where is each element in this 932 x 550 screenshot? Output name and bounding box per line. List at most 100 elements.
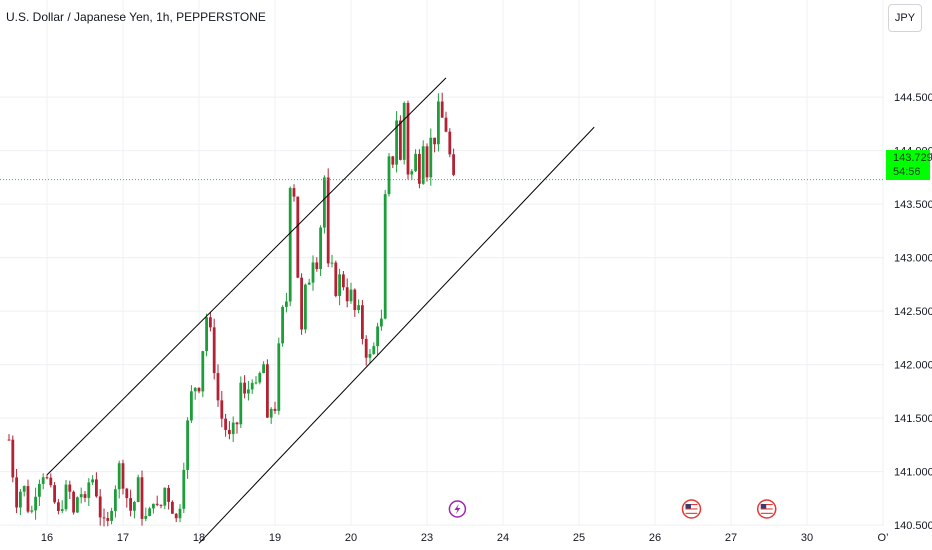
candle-down: [315, 262, 319, 270]
candle-up: [117, 463, 121, 490]
channel-line-upper[interactable]: [46, 77, 447, 476]
candle-down: [53, 485, 56, 503]
lightning-event-icon[interactable]: [448, 500, 467, 518]
candle-up: [22, 486, 26, 492]
candle-up: [114, 489, 117, 511]
candle-up: [30, 510, 34, 512]
candle-down: [121, 463, 125, 489]
candle-up: [262, 364, 265, 374]
currency-button[interactable]: JPY: [888, 4, 922, 32]
event-markers: [448, 499, 777, 519]
candle-down: [216, 373, 220, 401]
candle-up: [368, 354, 372, 358]
candle-up: [349, 289, 353, 302]
time-tick-label: 19: [269, 532, 281, 544]
candle-down: [418, 153, 421, 184]
candle-down: [444, 117, 448, 132]
candle-down: [159, 504, 163, 506]
candle-down: [7, 439, 11, 441]
candle-up: [152, 503, 155, 509]
candle-down: [300, 277, 303, 330]
candle-up: [231, 422, 235, 435]
candle-up: [429, 137, 433, 178]
time-tick-label: 24: [497, 532, 509, 544]
symbol-title: U.S. Dollar / Japanese Yen, 1h, PEPPERST…: [6, 10, 266, 24]
time-tick-label: 20: [345, 532, 357, 544]
channel-line-lower[interactable]: [198, 126, 595, 544]
candle-down: [72, 491, 75, 513]
candle-up: [357, 305, 360, 311]
candle-up: [277, 343, 281, 411]
candle-down: [106, 518, 110, 521]
price-tick-label: 142.500: [894, 306, 932, 318]
candle-down: [125, 488, 129, 499]
bar-countdown: 54:56: [893, 166, 921, 178]
candle-up: [144, 515, 148, 519]
candle-down: [15, 477, 18, 508]
candle-up: [38, 483, 41, 497]
candle-up: [163, 487, 167, 506]
candle-series: [7, 92, 455, 527]
time-tick-label: 23: [421, 532, 433, 544]
candle-up: [307, 282, 311, 285]
candle-up: [148, 508, 151, 516]
candle-up: [383, 194, 387, 319]
candle-down: [448, 131, 452, 155]
price-tick-label: 141.500: [894, 413, 932, 425]
candle-up: [110, 510, 113, 521]
trend-channel: [46, 77, 595, 544]
price-tick-label: 142.000: [894, 360, 932, 372]
candle-down: [197, 387, 201, 392]
us-flag-event-icon[interactable]: [681, 499, 702, 519]
candle-up: [285, 301, 288, 307]
candle-down: [102, 517, 106, 519]
candle-up: [338, 274, 341, 296]
candle-down: [26, 486, 30, 512]
candle-down: [129, 498, 132, 511]
candle-up: [193, 387, 197, 392]
candle-up: [201, 351, 205, 392]
candle-up: [254, 382, 258, 384]
time-tick-label: 27: [725, 532, 737, 544]
candle-up: [437, 101, 440, 145]
candle-down: [212, 327, 216, 374]
candle-down: [406, 102, 410, 175]
candle-up: [376, 326, 379, 347]
time-tick-label: 26: [649, 532, 661, 544]
candle-down: [57, 502, 60, 511]
candle-down: [425, 146, 429, 178]
candle-down: [155, 503, 159, 505]
candle-up: [87, 482, 91, 498]
candle-up: [205, 317, 208, 352]
candle-down: [49, 477, 53, 486]
candle-down: [353, 289, 357, 311]
candle-up: [34, 496, 37, 511]
us-flag-event-icon[interactable]: [756, 499, 777, 519]
candle-up: [281, 306, 284, 344]
candle-down: [266, 364, 269, 418]
candle-down: [228, 429, 231, 435]
last-price-value: 143.729: [893, 152, 932, 164]
candle-down: [95, 479, 98, 497]
candle-up: [250, 382, 254, 390]
price-tick-label: 144.500: [894, 92, 932, 104]
price-tick-label: 140.500: [894, 520, 932, 532]
candle-up: [330, 262, 334, 264]
candle-down: [209, 317, 212, 328]
candle-up: [19, 491, 22, 508]
candle-down: [83, 494, 87, 498]
candle-down: [235, 422, 239, 425]
candle-down: [326, 177, 330, 264]
candle-up: [269, 408, 273, 418]
candle-up: [410, 171, 414, 175]
candle-down: [433, 137, 436, 145]
candle-up: [133, 502, 136, 511]
candle-up: [239, 382, 243, 425]
candle-down: [440, 101, 444, 118]
candle-up: [258, 373, 262, 383]
candle-up: [323, 177, 326, 228]
time-tick-label: O’: [878, 532, 889, 544]
candle-up: [421, 146, 425, 184]
candle-up: [136, 477, 140, 503]
